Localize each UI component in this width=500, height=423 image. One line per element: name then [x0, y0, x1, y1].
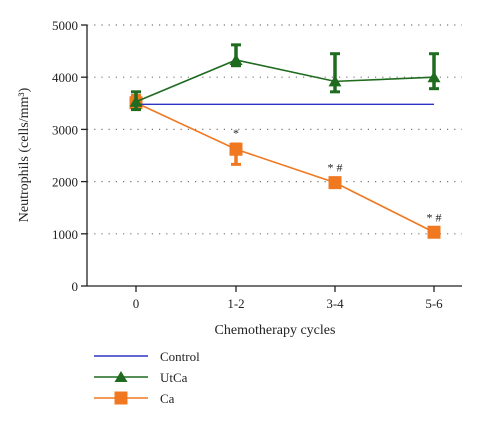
point-utca [427, 71, 441, 83]
legend: Control UtCa Ca [94, 349, 200, 406]
point-utca [229, 53, 243, 65]
grid-lines [87, 24, 462, 235]
legend-label: Ca [160, 391, 175, 406]
x-tick-label: 3-4 [326, 296, 344, 311]
series-line-utca [135, 59, 435, 103]
point-utca [328, 75, 342, 87]
legend-item-ca: Ca [94, 391, 175, 406]
y-tick-label: 0 [72, 279, 79, 294]
x-tick-label: 1-2 [227, 296, 244, 311]
point-ca [427, 225, 441, 239]
legend-swatch-marker [114, 391, 128, 405]
significance-label: * # [328, 160, 343, 174]
significance-label: * [233, 126, 239, 140]
error-bar-utca [429, 52, 439, 91]
x-tick-label: 0 [133, 296, 140, 311]
y-axis-label: Neutrophils (cells/mm³) [17, 87, 32, 222]
series-layer: * * # * # [129, 43, 442, 239]
x-tick-label: 5-6 [425, 296, 443, 311]
legend-item-control: Control [94, 349, 200, 364]
legend-swatch-marker [114, 371, 128, 382]
series-ca: * * # * # [129, 93, 442, 239]
series-line-ca [135, 102, 435, 233]
point-ca [229, 142, 243, 156]
y-tick-label: 5000 [52, 18, 78, 33]
significance-label: * # [427, 211, 442, 225]
point-utca [129, 95, 143, 107]
legend-label: UtCa [160, 370, 188, 385]
y-ticks: 0 1000 2000 3000 4000 5000 [52, 18, 87, 294]
series-utca [129, 43, 441, 112]
y-tick-label: 4000 [52, 70, 78, 85]
legend-label: Control [160, 349, 200, 364]
y-tick-label: 1000 [52, 227, 78, 242]
y-tick-label: 3000 [52, 122, 78, 137]
x-ticks: 0 1-2 3-4 5-6 [133, 286, 443, 311]
point-ca [328, 176, 342, 190]
x-axis-label: Chemotherapy cycles [215, 323, 336, 338]
legend-item-utca: UtCa [94, 370, 188, 385]
y-tick-label: 2000 [52, 175, 78, 190]
axes [86, 25, 462, 287]
